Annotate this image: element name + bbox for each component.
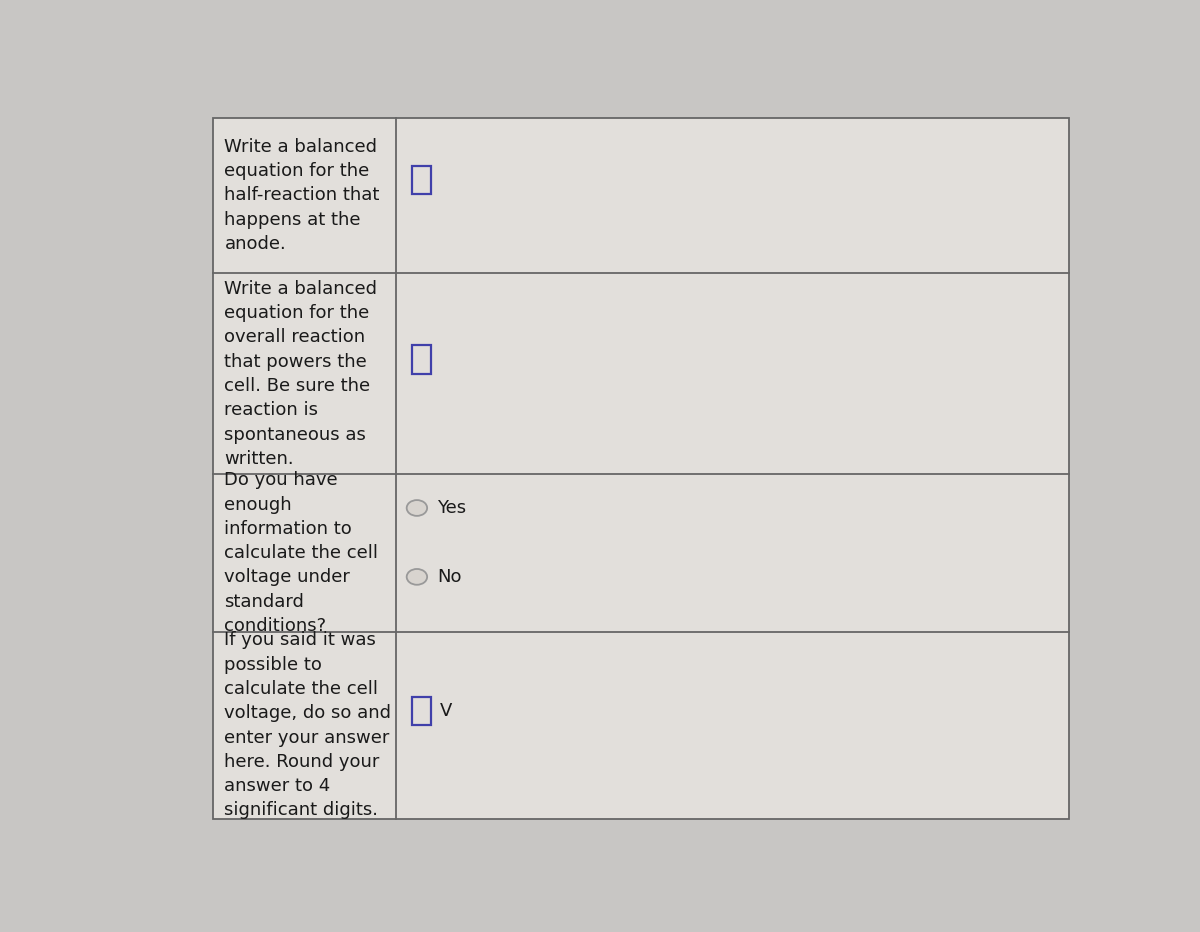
Text: Write a balanced
equation for the
overall reaction
that powers the
cell. Be sure: Write a balanced equation for the overal… [224,280,377,468]
Text: If you said it was
possible to
calculate the cell
voltage, do so and
enter your : If you said it was possible to calculate… [224,631,391,819]
Text: V: V [440,702,452,720]
Circle shape [407,569,427,584]
Text: Do you have
enough
information to
calculate the cell
voltage under
standard
cond: Do you have enough information to calcul… [224,472,378,635]
Bar [413,166,431,195]
Text: Yes: Yes [437,499,467,517]
Text: No: No [437,568,462,586]
Circle shape [407,500,427,516]
Bar [413,345,431,374]
Bar [413,697,431,725]
Text: Write a balanced
equation for the
half-reaction that
happens at the
anode.: Write a balanced equation for the half-r… [224,138,379,254]
